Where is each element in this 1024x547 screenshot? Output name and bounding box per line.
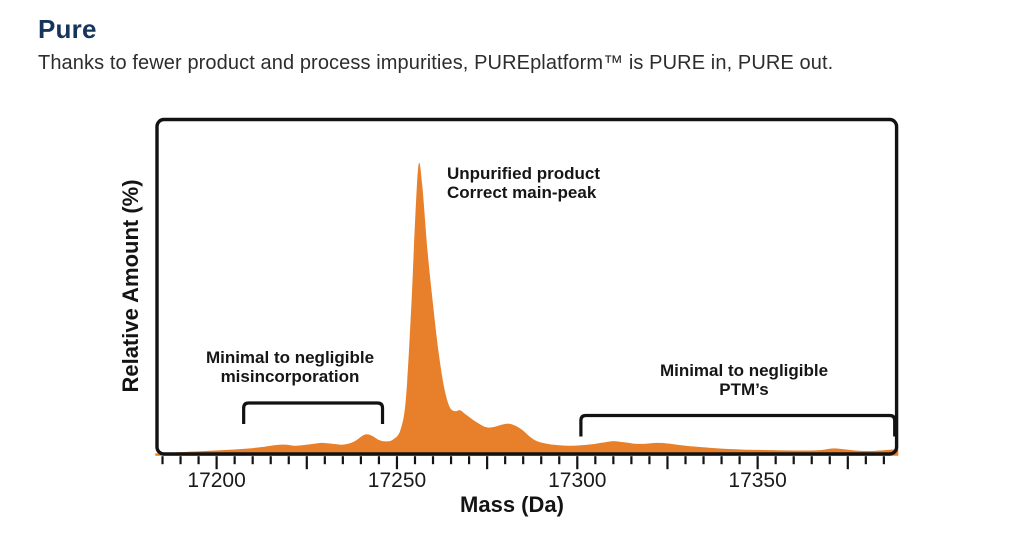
plot-frame — [155, 117, 899, 456]
x-tick-label: 17200 — [187, 469, 246, 492]
annotation-line: PTM’s — [719, 380, 769, 399]
annotation-line: misincorporation — [220, 367, 360, 386]
page-title: Pure — [38, 14, 97, 44]
annotation-line: Correct main-peak — [447, 183, 597, 202]
page-subtitle: Thanks to fewer product and process impu… — [38, 52, 834, 74]
annotation-line: Minimal to negligible — [205, 348, 375, 367]
annotation-line: Unpurified product — [447, 164, 600, 183]
y-axis-label: Relative Amount (%) — [118, 179, 143, 393]
x-tick-label: 17350 — [728, 469, 787, 492]
spectrum-area — [155, 162, 899, 456]
x-tick-label: 17300 — [548, 469, 607, 492]
annotation-main-peak: Unpurified product Correct main-peak — [447, 164, 600, 202]
annotation-misincorporation: Minimal to negligible misincorporation — [206, 348, 374, 386]
x-tick-label: 17250 — [367, 469, 427, 492]
annotation-bracket-ptm — [579, 413, 897, 437]
annotation-ptm: Minimal to negligible PTM’s — [660, 361, 828, 399]
annotation-line: Minimal to negligible — [659, 361, 829, 380]
annotation-bracket-misincorporation — [242, 401, 385, 424]
x-axis-label: Mass (Da) — [460, 492, 564, 517]
